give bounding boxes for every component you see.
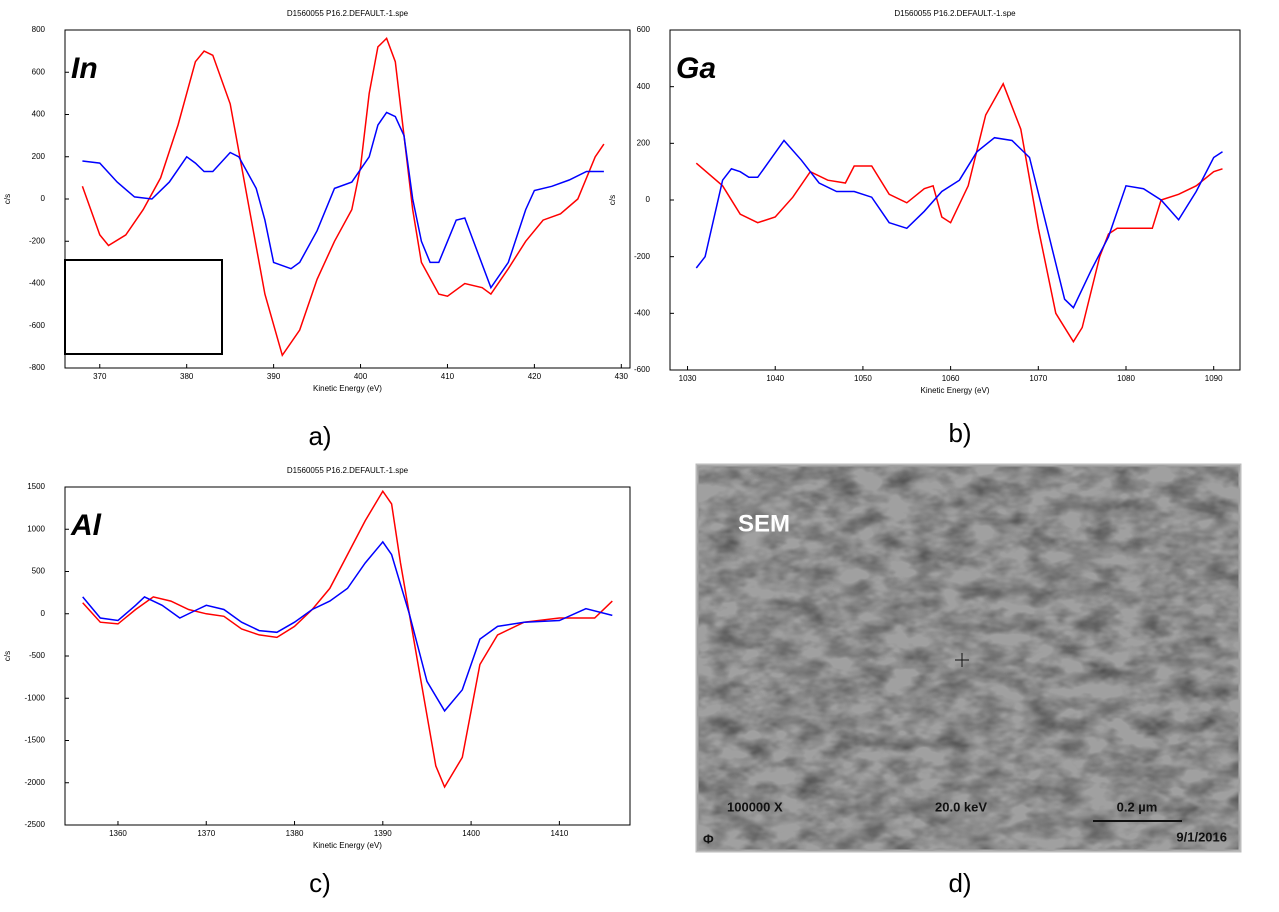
- x-tick-label: 1380: [286, 829, 304, 838]
- x-tick-label: 1370: [197, 829, 215, 838]
- data-line: [82, 111, 604, 290]
- chart: 1030 1040 1050 1060 1070 1080 1090 -600 -400 -200…: [608, 9, 1241, 448]
- y-tick-label: -400: [29, 279, 46, 288]
- x-tick-label: 1080: [1117, 374, 1135, 383]
- y-tick-label: -1500: [25, 736, 46, 745]
- y-tick-label: -600: [29, 321, 46, 330]
- x-tick-label: 420: [528, 372, 542, 381]
- sem-panel: SEM 100000 X 20.0 keV 0.2 µm 9/1/2016 Φ …: [695, 463, 1242, 898]
- y-tick-label: 500: [32, 567, 46, 576]
- x-tick-label: 1390: [374, 829, 392, 838]
- x-tick-label: 1070: [1029, 374, 1047, 383]
- x-tick-label: 380: [180, 372, 194, 381]
- sem-magnification: 100000 X: [727, 799, 783, 814]
- x-tick-label: 1410: [550, 829, 568, 838]
- sem-date: 9/1/2016: [1176, 829, 1227, 844]
- x-tick-label: 1050: [854, 374, 872, 383]
- plot-frame: [64, 486, 631, 826]
- x-tick-label: 1030: [679, 374, 697, 383]
- y-tick-label: 1500: [27, 482, 45, 491]
- y-tick-label: -400: [634, 308, 651, 317]
- chart-title: D1560055 P16.2.DEFAULT.-1.spe: [287, 9, 409, 18]
- x-tick-label: 390: [267, 372, 281, 381]
- y-tick-label: -200: [634, 252, 651, 261]
- panel-label: a): [308, 421, 331, 451]
- panel-label: d): [948, 868, 971, 898]
- crosshair: [955, 653, 969, 667]
- x-tick-label: 1040: [766, 374, 784, 383]
- y-tick-label: 400: [32, 110, 46, 119]
- sem-title: SEM: [738, 510, 790, 537]
- inset-frame: [64, 259, 223, 355]
- sem-voltage: 20.0 keV: [935, 799, 987, 814]
- x-tick-label: 430: [615, 372, 629, 381]
- y-tick-label: 600: [32, 67, 46, 76]
- y-tick-label: 800: [32, 25, 46, 34]
- panel-label: c): [309, 868, 331, 898]
- x-tick-label: 400: [354, 372, 368, 381]
- x-tick-label: 1090: [1205, 374, 1223, 383]
- sem-texture: [697, 465, 1240, 851]
- y-tick-label: -600: [634, 365, 651, 374]
- y-tick-label: 0: [41, 194, 46, 203]
- x-tick-label: 1060: [942, 374, 960, 383]
- data-line: [695, 82, 1223, 344]
- y-axis-label: c/s: [608, 195, 617, 205]
- annotation: Ga: [676, 52, 716, 85]
- y-tick-label: -800: [29, 363, 46, 372]
- x-axis-label: Kinetic Energy (eV): [313, 841, 382, 850]
- y-axis-label: c/s: [3, 194, 12, 204]
- x-tick-label: 1400: [462, 829, 480, 838]
- y-axis-label: c/s: [3, 651, 12, 661]
- y-tick-label: -2500: [25, 820, 46, 829]
- y-tick-label: 1000: [27, 524, 45, 533]
- chart: 370 380 390 400 410 420 430 -800 -600 -400 -200 0 20…: [3, 9, 631, 451]
- y-tick-label: 0: [41, 609, 46, 618]
- data-line: [81, 37, 605, 358]
- chart-title: D1560055 P16.2.DEFAULT.-1.spe: [894, 9, 1016, 18]
- chart: 1360 1370 1380 1390 1400 1410 -2500 -2000 -1500 -…: [3, 466, 631, 898]
- data-line: [695, 136, 1223, 309]
- annotation: In: [71, 52, 98, 85]
- y-tick-label: 200: [32, 152, 46, 161]
- panel-label: b): [948, 418, 971, 448]
- y-tick-label: 600: [637, 25, 651, 34]
- x-tick-label: 370: [93, 372, 107, 381]
- y-tick-label: -200: [29, 236, 46, 245]
- y-tick-label: -500: [29, 651, 46, 660]
- y-tick-label: 0: [646, 195, 651, 204]
- x-tick-label: 410: [441, 372, 455, 381]
- sem-scale: 0.2 µm: [1117, 799, 1158, 814]
- sem-logo: Φ: [703, 831, 714, 846]
- x-axis-label: Kinetic Energy (eV): [313, 384, 382, 393]
- y-tick-label: 200: [637, 138, 651, 147]
- annotation: Al: [70, 509, 102, 542]
- plot-frame: [669, 29, 1241, 371]
- y-tick-label: -1000: [25, 693, 46, 702]
- x-axis-label: Kinetic Energy (eV): [921, 386, 990, 395]
- chart-title: D1560055 P16.2.DEFAULT.-1.spe: [287, 466, 409, 475]
- y-tick-label: 400: [637, 82, 651, 91]
- y-tick-label: -2000: [25, 778, 46, 787]
- data-line: [82, 540, 613, 713]
- data-line: [82, 489, 613, 789]
- x-tick-label: 1360: [109, 829, 127, 838]
